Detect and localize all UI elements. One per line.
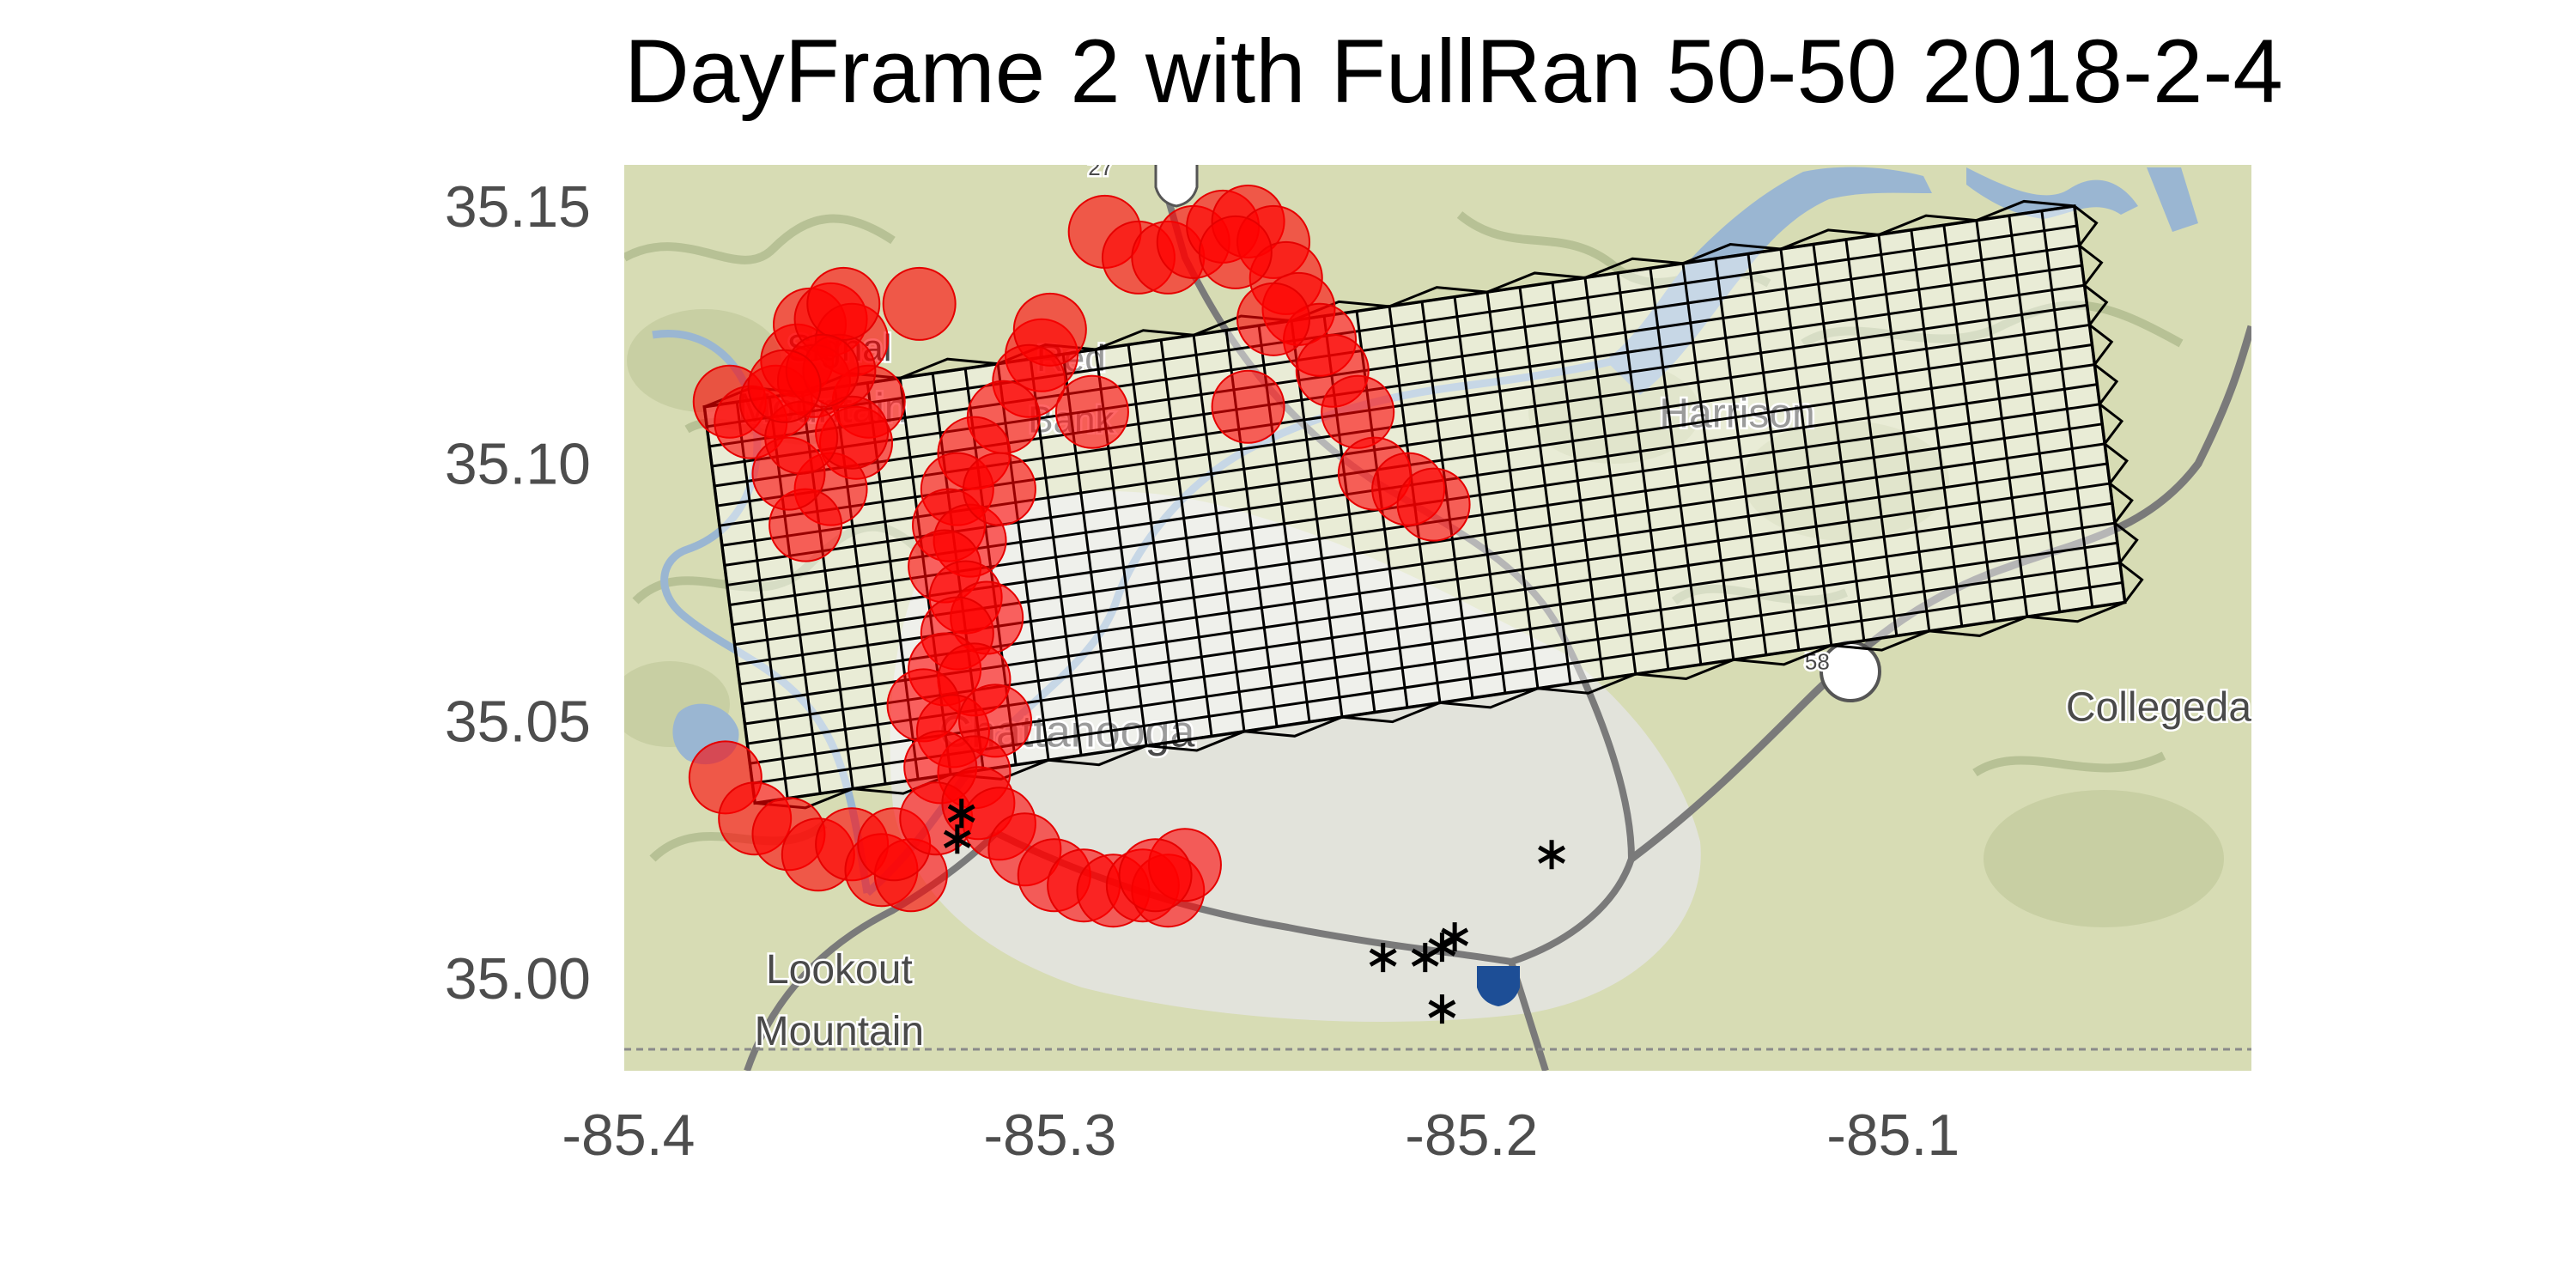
station-layer <box>943 799 1566 1024</box>
detection-point[interactable] <box>1211 369 1285 444</box>
axis-layer: 35.00 35.05 35.10 35.15 -85.4 -85.3 -85.2 -85.1 <box>445 174 1959 1168</box>
grid-line <box>711 264 2082 468</box>
ridge-line <box>624 214 896 264</box>
map-place-label: Collegeda <box>2066 684 2251 730</box>
detection-point[interactable] <box>1118 838 1193 913</box>
detection-point[interactable] <box>1054 374 1129 449</box>
route-shield-icon <box>1820 641 1881 702</box>
ridge-line <box>1972 751 2166 777</box>
ridge-line <box>1801 301 2184 348</box>
station-point[interactable] <box>1441 922 1469 952</box>
x-tick-label: -85.2 <box>1405 1103 1538 1168</box>
detection-point[interactable] <box>1396 467 1471 542</box>
detection-layer <box>688 184 1471 928</box>
interstate-75 <box>1629 325 2251 862</box>
x-tick-label: -85.1 <box>1826 1103 1959 1168</box>
detection-point[interactable] <box>1198 215 1273 289</box>
station-point[interactable] <box>1428 994 1456 1024</box>
interstate-shield-icon <box>1477 966 1520 1006</box>
map-place-label: Mountain <box>755 1009 924 1054</box>
detection-point[interactable] <box>962 452 1036 526</box>
interstate-24 <box>744 830 999 1071</box>
detection-point[interactable] <box>1321 374 1395 449</box>
station-point[interactable] <box>1428 933 1456 963</box>
y-tick-label: 35.10 <box>445 432 591 497</box>
terrain-patch <box>1984 790 2224 927</box>
y-tick-label: 35.05 <box>445 689 591 754</box>
detection-point[interactable] <box>747 349 822 423</box>
grid-line <box>707 224 2077 428</box>
grid-line <box>708 244 2080 448</box>
detection-point[interactable] <box>806 266 881 341</box>
map-place-label: 27 <box>1088 155 1113 180</box>
station-point[interactable] <box>943 824 971 854</box>
detection-point[interactable] <box>882 266 957 341</box>
x-tick-label: -85.4 <box>562 1103 695 1168</box>
station-point[interactable] <box>1369 943 1397 973</box>
station-point[interactable] <box>1538 840 1566 870</box>
station-point[interactable] <box>947 799 975 829</box>
map-panel[interactable]: LookoutMountainChattanoogaHarrisonColleg… <box>610 155 2251 1071</box>
lake-chickamauga <box>1606 167 1932 396</box>
y-tick-label: 35.00 <box>445 946 591 1012</box>
y-tick-label: 35.15 <box>445 174 591 240</box>
route-shield-icon <box>1154 165 1199 208</box>
detection-point[interactable] <box>1236 282 1311 356</box>
chart-title: DayFrame 2 with FullRan 50-50 2018-2-4 <box>624 21 2283 122</box>
lake-arm <box>2147 167 2198 232</box>
map-place-label: 58 <box>1805 648 1830 674</box>
x-tick-label: -85.3 <box>983 1103 1116 1168</box>
map-place-label: Lookout <box>766 947 913 993</box>
